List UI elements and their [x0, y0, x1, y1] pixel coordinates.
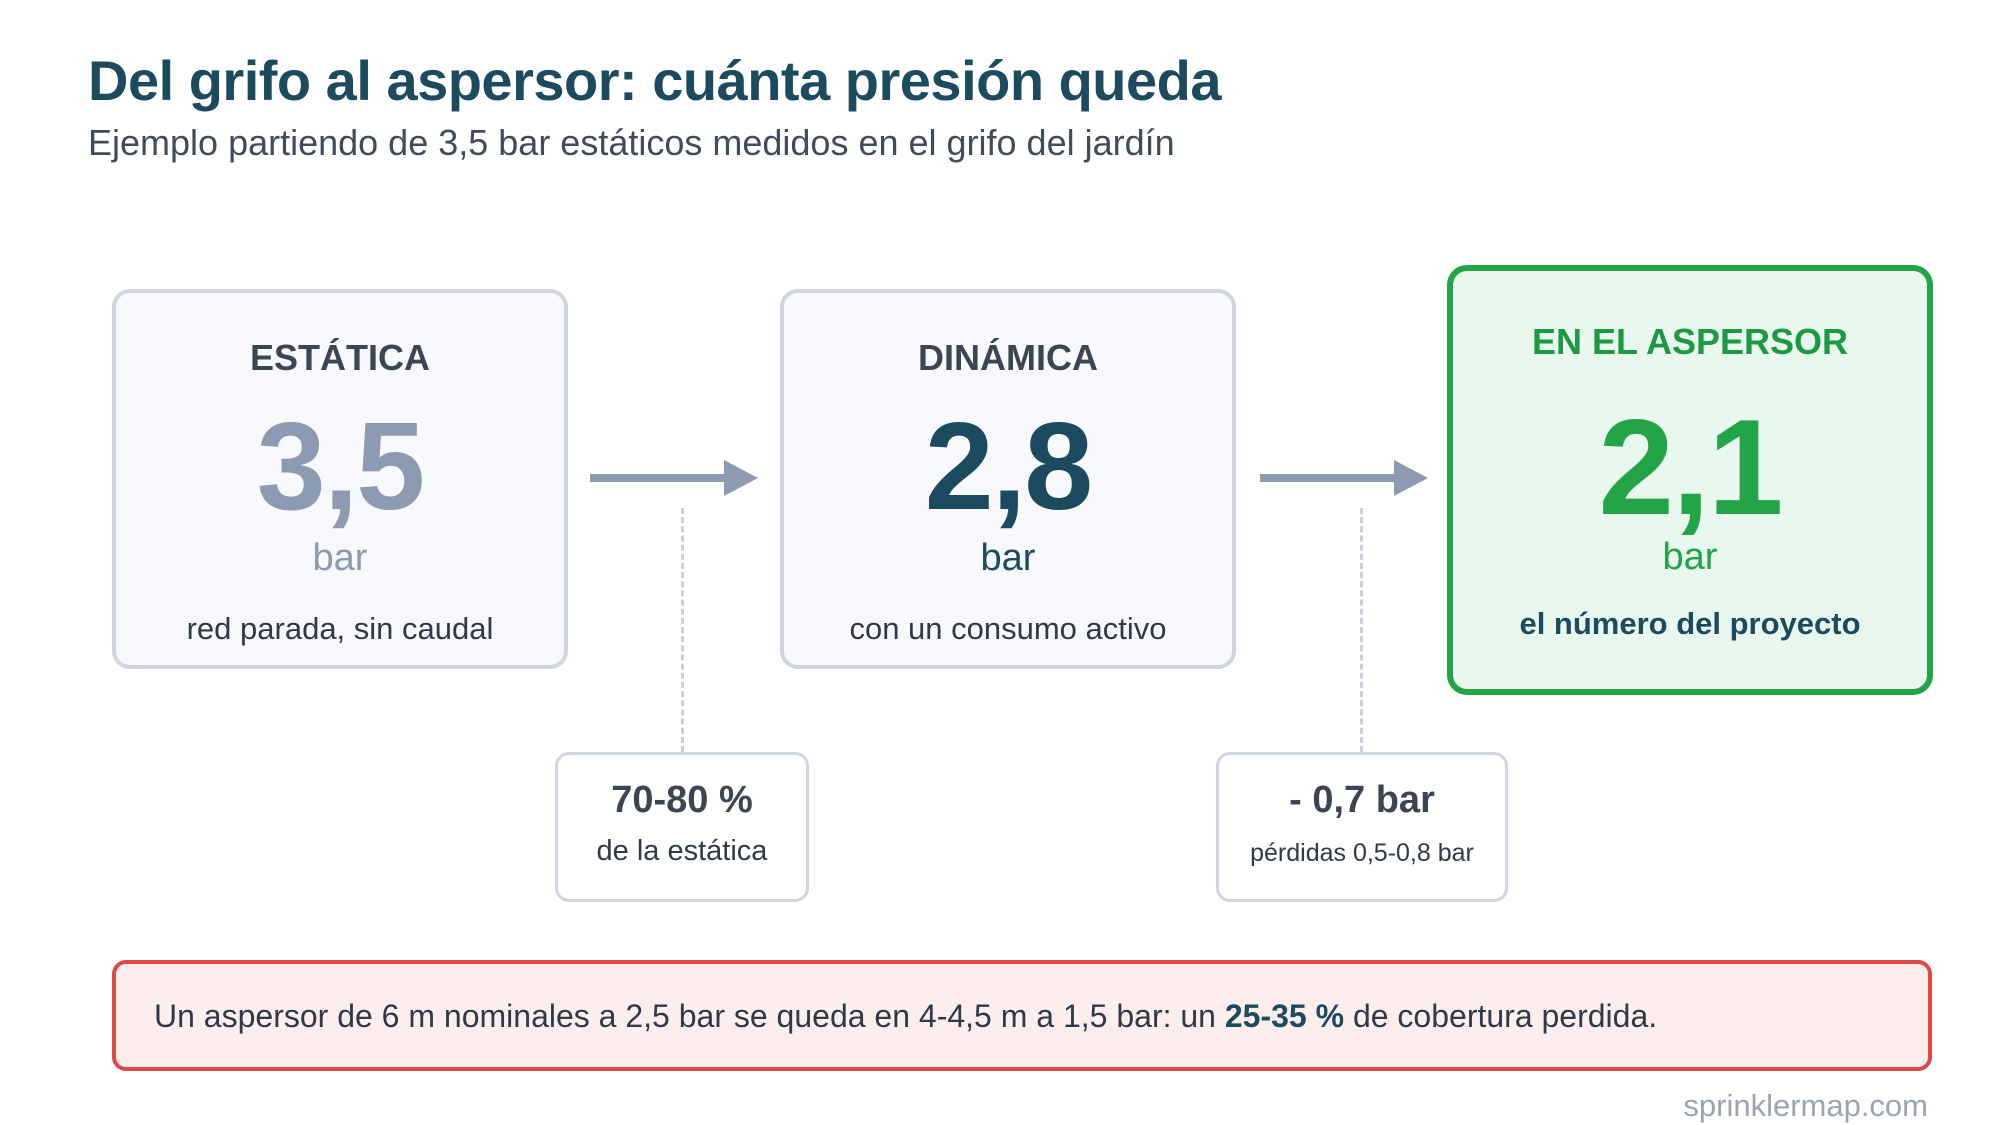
ratio-note: 70-80 % de la estática	[555, 752, 809, 902]
loss-value: - 0,7 bar	[1289, 779, 1435, 821]
dynamic-label: DINÁMICA	[918, 337, 1098, 378]
sprinkler-pressure-card: EN EL ASPERSOR 2,1 bar el número del pro…	[1447, 265, 1933, 695]
ratio-connector	[681, 508, 684, 752]
static-unit: bar	[312, 537, 368, 579]
loss-note: - 0,7 bar pérdidas 0,5-0,8 bar	[1216, 752, 1508, 902]
loss-connector	[1360, 508, 1363, 752]
dynamic-unit: bar	[980, 537, 1036, 579]
final-label: EN EL ASPERSOR	[1531, 321, 1849, 362]
static-pressure-card: ESTÁTICA 3,5 bar red parada, sin caudal	[112, 289, 568, 669]
static-label: ESTÁTICA	[250, 337, 430, 378]
dynamic-description: con un consumo activo	[849, 611, 1167, 646]
banner-text: Un aspersor de 6 m nominales a 2,5 bar s…	[154, 998, 1657, 1035]
arrow-right-icon	[590, 460, 758, 496]
final-unit: bar	[1662, 536, 1718, 578]
loss-caption: pérdidas 0,5-0,8 bar	[1250, 839, 1474, 867]
static-value: 3,5	[256, 398, 425, 536]
banner-highlight: 25-35 %	[1224, 998, 1345, 1034]
ratio-value: 70-80 %	[611, 779, 753, 821]
ratio-caption: de la estática	[596, 835, 768, 867]
page-title: Del grifo al aspersor: cuánta presión qu…	[88, 49, 1222, 112]
dynamic-value: 2,8	[924, 398, 1093, 536]
banner-text-after: de cobertura perdida.	[1344, 998, 1658, 1034]
coverage-warning-banner: Un aspersor de 6 m nominales a 2,5 bar s…	[112, 960, 1932, 1071]
static-description: red parada, sin caudal	[186, 611, 494, 646]
banner-text-before: Un aspersor de 6 m nominales a 2,5 bar s…	[154, 998, 1225, 1034]
dynamic-pressure-card: DINÁMICA 2,8 bar con un consumo activo	[780, 289, 1236, 669]
arrow-right-icon	[1260, 460, 1428, 496]
source-credit: sprinklermap.com	[1683, 1088, 1928, 1123]
page-subtitle: Ejemplo partiendo de 3,5 bar estáticos m…	[88, 122, 1175, 163]
final-description: el número del proyecto	[1519, 606, 1861, 641]
final-value: 2,1	[1598, 391, 1783, 543]
